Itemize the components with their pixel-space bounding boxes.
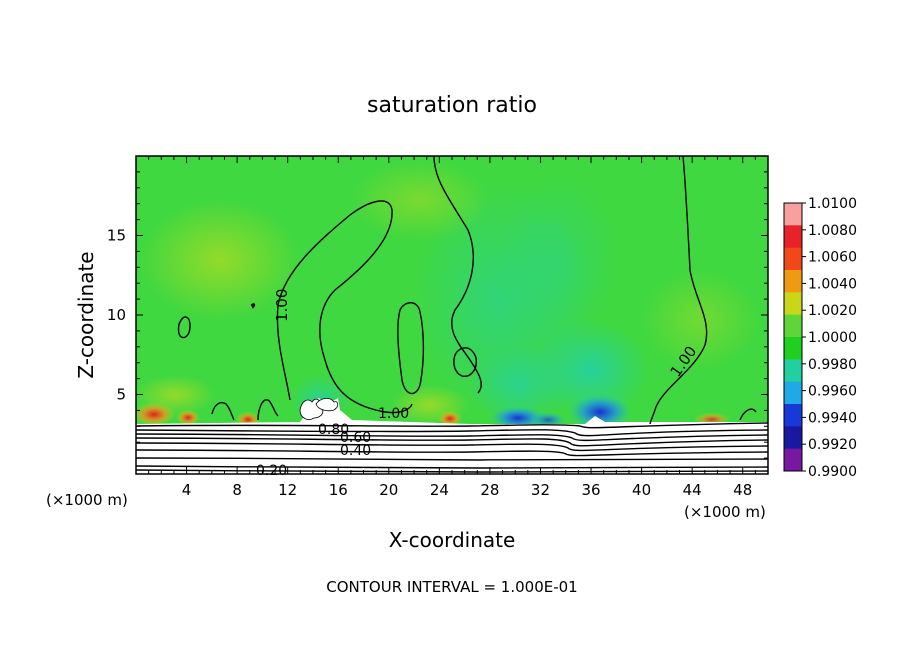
colorbar-label: 1.0100 (808, 196, 857, 212)
x-tick-label: 20 (379, 481, 398, 499)
x-tick-label: 12 (278, 481, 297, 499)
colorbar: 1.0100 1.0080 1.0060 1.0040 1.0020 1.0000 0.99… (783, 196, 857, 480)
contour-label: 0.20 (256, 463, 287, 479)
colorbar-label: 1.0040 (808, 276, 857, 292)
x-tick-label: 16 (329, 481, 348, 499)
colorbar-swatch (784, 404, 802, 427)
x-tick-label: 32 (531, 481, 550, 499)
colorbar-swatch (784, 314, 802, 338)
contour-interval-note: CONTOUR INTERVAL = 1.000E-01 (326, 578, 577, 596)
colorbar-swatch (784, 337, 802, 360)
contour-label: 1.00 (273, 289, 291, 322)
x-tick-label: 8 (232, 481, 242, 499)
colorbar-label: 0.9900 (808, 464, 857, 480)
x-unit-label-left: (×1000 m) (46, 491, 128, 509)
contour-label: 0.60 (340, 430, 371, 446)
colorbar-swatch (784, 381, 802, 405)
colorbar-swatch (784, 292, 802, 316)
cloud-blobs (299, 398, 339, 420)
colorbar-label: 1.0080 (808, 223, 857, 239)
plot-area (136, 156, 768, 474)
x-tick-label: 36 (581, 481, 600, 499)
x-tick-label: 40 (632, 481, 651, 499)
y-axis-title: Z-coordinate (74, 251, 98, 378)
y-tick-label: 15 (107, 227, 126, 245)
contour-label: 0.80 (318, 422, 349, 438)
contour-lines (136, 156, 768, 473)
x-axis-title: X-coordinate (389, 528, 516, 552)
y-tick-label: 10 (107, 306, 126, 324)
colorbar-swatch (784, 426, 802, 450)
colorbar-swatch (784, 247, 802, 271)
colorbar-label: 0.9940 (808, 410, 857, 426)
x-tick-label: 24 (430, 481, 449, 499)
x-tick-label: 44 (683, 481, 702, 499)
colorbar-label: 1.0000 (808, 330, 857, 346)
y-tick-label: 5 (116, 386, 126, 404)
colorbar-label: 0.9960 (808, 384, 857, 400)
x-tick-label: 48 (733, 481, 752, 499)
y-axis: 5 10 15 (107, 171, 768, 459)
colorbar-swatch (784, 359, 802, 383)
x-unit-label-right: (×1000 m) (684, 503, 766, 521)
x-tick-label: 28 (480, 481, 499, 499)
colorbar-label: 1.0060 (808, 250, 857, 266)
colorbar-label: 0.9920 (808, 437, 857, 453)
colorbar-swatch (784, 270, 802, 293)
colorbar-swatch (784, 203, 802, 226)
chart-title: saturation ratio (367, 93, 537, 118)
colorbar-label: 0.9980 (808, 357, 857, 373)
contour-label: 0.40 (340, 443, 371, 459)
contour-label: 1.00 (378, 406, 409, 422)
colorbar-swatch (784, 225, 802, 249)
x-tick-label: 4 (182, 481, 192, 499)
colorbar-label: 1.0020 (808, 303, 857, 319)
colorbar-swatch (784, 448, 802, 472)
x-axis: 4 8 12 16 20 24 28 32 36 40 44 48 (148, 156, 756, 499)
